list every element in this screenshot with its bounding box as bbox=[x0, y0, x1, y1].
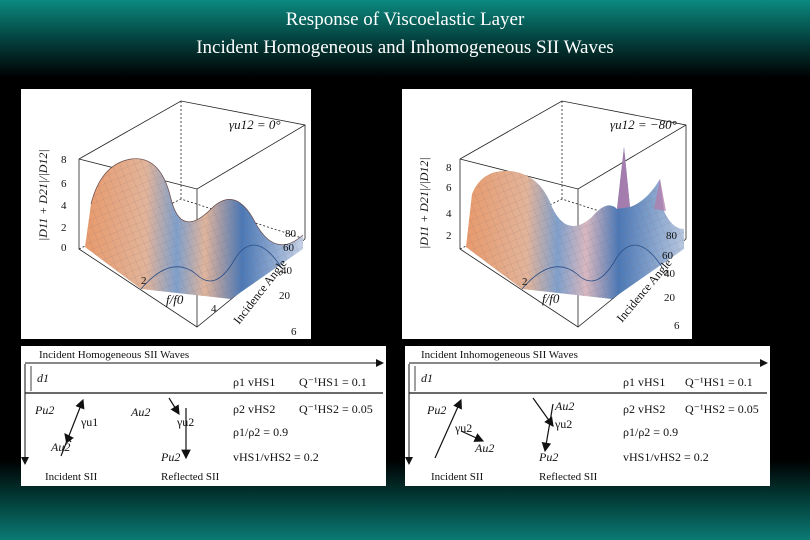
layer1-q: Q⁻¹HS1 = 0.1 bbox=[685, 375, 753, 389]
angle-tick: 80 bbox=[666, 230, 678, 242]
f-ticks: 6 2 bbox=[522, 276, 680, 332]
incident-gamma-label: γu2 bbox=[454, 421, 472, 435]
reflected-a-label: Au2 bbox=[130, 405, 150, 419]
layer1-q: Q⁻¹HS1 = 0.1 bbox=[299, 375, 367, 389]
layer-thickness-label: d1 bbox=[421, 371, 433, 385]
density-ratio: ρ1/ρ2 = 0.9 bbox=[233, 425, 288, 439]
reflected-attenuation-arrow bbox=[168, 397, 180, 416]
reflected-caption: Reflected SII bbox=[161, 471, 220, 483]
surface-plot-inhomogeneous: γu12 = −80° |D11 + D21|/|D12| 2 4 6 8 6 … bbox=[402, 89, 692, 339]
f-tick: 4 bbox=[211, 303, 217, 315]
z-tick: 8 bbox=[61, 154, 67, 166]
incident-a-label: Au2 bbox=[50, 440, 70, 454]
diagram-heading: Incident Homogeneous SII Waves bbox=[39, 349, 189, 361]
reflected-a-label: Au2 bbox=[554, 399, 574, 413]
f-tick: 6 bbox=[674, 320, 680, 332]
incident-a-label: Au2 bbox=[474, 441, 494, 455]
z-tick: 6 bbox=[446, 182, 452, 194]
angle-tick: 20 bbox=[279, 290, 291, 302]
angle-tick: 40 bbox=[664, 268, 676, 280]
reflected-caption: Reflected SII bbox=[539, 471, 598, 483]
layer-thickness-label: d1 bbox=[37, 371, 49, 385]
surface-plot-homogeneous: γu12 = 0° |D11 + D21|/|D12| 0 2 4 6 8 6 … bbox=[21, 89, 311, 339]
layer1-properties: ρ1 vHS1 bbox=[233, 375, 275, 389]
incident-p-label: Pu2 bbox=[34, 403, 54, 417]
reflected-gamma-label: γu2 bbox=[554, 417, 572, 431]
gamma-label: γu12 = 0° bbox=[229, 117, 281, 132]
f-tick: 6 bbox=[291, 326, 297, 338]
z-ticks: 0 2 4 6 8 bbox=[61, 154, 67, 254]
incident-caption: Incident SII bbox=[431, 471, 484, 483]
f-ticks: 6 4 2 bbox=[141, 275, 297, 338]
reflected-p-label: Pu2 bbox=[160, 450, 180, 464]
angle-tick: 20 bbox=[664, 292, 676, 304]
angle-ticks: 20 40 60 80 bbox=[662, 230, 678, 304]
z-tick: 4 bbox=[61, 200, 67, 212]
incident-propagation-arrow bbox=[60, 398, 85, 457]
reflected-gamma-label: γu2 bbox=[176, 415, 194, 429]
z-ticks: 2 4 6 8 bbox=[446, 162, 452, 242]
velocity-ratio: vHS1/vHS2 = 0.2 bbox=[623, 450, 709, 464]
angle-tick: 60 bbox=[283, 242, 295, 254]
density-ratio: ρ1/ρ2 = 0.9 bbox=[623, 425, 678, 439]
z-tick: 0 bbox=[61, 242, 67, 254]
reflected-propagation-arrow bbox=[541, 403, 554, 453]
wave-diagram-homogeneous: Incident Homogeneous SII Waves d1 ρ1 vHS… bbox=[21, 346, 386, 486]
surface-mesh bbox=[466, 147, 684, 299]
incident-propagation-arrow bbox=[434, 398, 462, 459]
incident-attenuation-arrow bbox=[64, 433, 74, 444]
z-tick: 4 bbox=[446, 208, 452, 220]
slide-title: Response of Viscoelastic Layer bbox=[285, 9, 525, 30]
layer1-properties: ρ1 vHS1 bbox=[623, 375, 665, 389]
y-axis-label: |D11 + D21|/|D12| bbox=[417, 157, 431, 249]
angle-tick: 60 bbox=[662, 250, 674, 262]
z-tick: 2 bbox=[446, 230, 452, 242]
angle-tick: 40 bbox=[281, 265, 293, 277]
x-axis-label: f/f0 bbox=[166, 292, 184, 307]
z-tick: 8 bbox=[446, 162, 452, 174]
wave-diagram-inhomogeneous: Incident Inhomogeneous SII Waves d1 ρ1 v… bbox=[405, 346, 770, 486]
f-tick: 2 bbox=[141, 275, 147, 287]
halfspace-properties: ρ2 vHS2 bbox=[623, 402, 665, 416]
z-tick: 2 bbox=[61, 222, 67, 234]
reflected-p-label: Pu2 bbox=[538, 450, 558, 464]
y-axis-label: |D11 + D21|/|D12| bbox=[36, 149, 50, 241]
slide-subtitle: Incident Homogeneous and Inhomogeneous S… bbox=[196, 37, 614, 58]
z-tick: 6 bbox=[61, 178, 67, 190]
incident-gamma-label: γu1 bbox=[80, 415, 98, 429]
velocity-ratio: vHS1/vHS2 = 0.2 bbox=[233, 450, 319, 464]
diagram-heading: Incident Inhomogeneous SII Waves bbox=[421, 349, 578, 361]
halfspace-q: Q⁻¹HS2 = 0.05 bbox=[299, 402, 373, 416]
incident-attenuation-arrow bbox=[460, 430, 485, 442]
angle-ticks: 20 40 60 80 bbox=[279, 228, 297, 302]
f-tick: 2 bbox=[522, 276, 528, 288]
halfspace-q: Q⁻¹HS2 = 0.05 bbox=[685, 402, 759, 416]
angle-tick: 80 bbox=[285, 228, 297, 240]
x-axis-label: f/f0 bbox=[542, 291, 560, 306]
surface-mesh bbox=[85, 158, 304, 299]
incident-caption: Incident SII bbox=[45, 471, 98, 483]
incident-p-label: Pu2 bbox=[426, 403, 446, 417]
halfspace-properties: ρ2 vHS2 bbox=[233, 402, 275, 416]
gamma-label: γu12 = −80° bbox=[610, 117, 677, 132]
